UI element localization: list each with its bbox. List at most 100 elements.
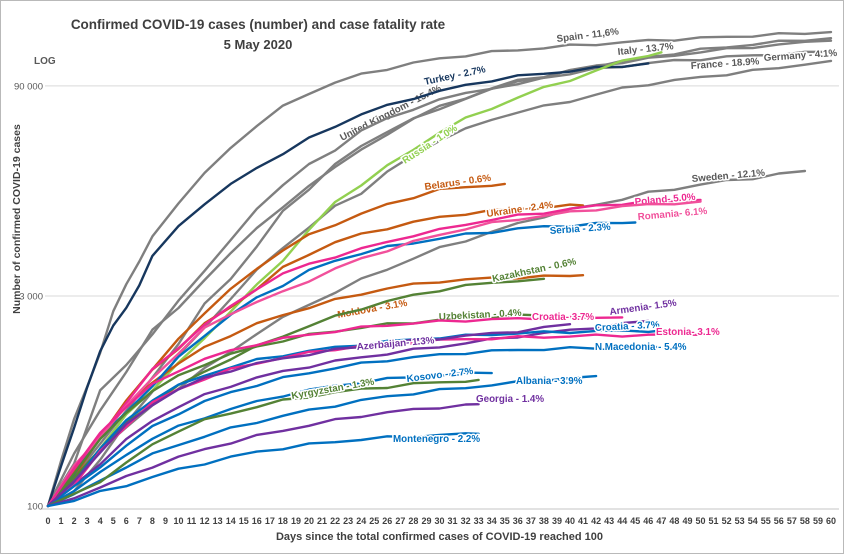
x-axis-tick: 6 xyxy=(124,516,129,526)
series-line-germany xyxy=(46,50,833,508)
title-block: Confirmed COVID-19 cases (number) and ca… xyxy=(63,15,453,52)
x-axis-tick: 48 xyxy=(669,516,679,526)
x-axis-tick: 30 xyxy=(434,516,444,526)
x-axis-tick: 46 xyxy=(643,516,653,526)
x-axis-tick: 45 xyxy=(630,516,640,526)
x-axis-tick: 23 xyxy=(343,516,353,526)
x-axis-tick: 54 xyxy=(748,516,758,526)
series-label-spain: Spain - 11,6% xyxy=(556,26,620,45)
x-axis-tick: 29 xyxy=(421,516,431,526)
x-axis-tick: 16 xyxy=(252,516,262,526)
series-label-sweden: Sweden - 12.1% xyxy=(691,168,765,185)
x-axis-tick: 42 xyxy=(591,516,601,526)
x-axis-tick: 60 xyxy=(826,516,836,526)
x-axis-tick: 13 xyxy=(213,516,223,526)
x-axis-tick: 35 xyxy=(500,516,510,526)
x-axis-tick: 44 xyxy=(617,516,627,526)
x-axis-tick: 4 xyxy=(98,516,103,526)
x-axis-tick: 24 xyxy=(356,516,366,526)
x-axis-tick: 12 xyxy=(200,516,210,526)
x-axis-tick: 11 xyxy=(187,516,197,526)
series-label-n-macedonia: N.Macedonia - 5.4% xyxy=(595,342,687,353)
x-axis-tick: 37 xyxy=(526,516,536,526)
y-axis-tick: 90 000 xyxy=(14,81,43,92)
x-axis-tick: 57 xyxy=(787,516,797,526)
chart-subtitle: 5 May 2020 xyxy=(223,36,293,52)
x-axis-tick: 32 xyxy=(461,516,471,526)
series-line-belarus xyxy=(46,182,506,508)
x-axis-tick: 36 xyxy=(513,516,523,526)
x-axis-tick: 40 xyxy=(565,516,575,526)
x-axis-tick: 22 xyxy=(330,516,340,526)
series-label-croatia-pink: Croatia- 3.7% xyxy=(532,312,594,323)
x-axis-tick: 39 xyxy=(552,516,562,526)
series-label-serbia: Serbia - 2.3% xyxy=(549,222,611,237)
series-label-estonia: Estonia- 3.1% xyxy=(656,327,720,338)
series-label-belarus: Belarus - 0.6% xyxy=(424,173,492,193)
x-axis-tick: 27 xyxy=(395,516,405,526)
chart-title: Confirmed COVID-19 cases (number) and ca… xyxy=(70,17,446,32)
series-line-kosovo xyxy=(46,371,493,508)
series-line-romania xyxy=(46,200,702,508)
x-axis-tick: 20 xyxy=(304,516,314,526)
series-label-croatia-blue: Croatia - 3.7% xyxy=(595,320,661,334)
series-line-azerbaijan xyxy=(46,323,572,508)
x-axis-tick: 49 xyxy=(682,516,692,526)
x-axis-tick: 10 xyxy=(173,516,183,526)
x-axis-tick: 25 xyxy=(369,516,379,526)
x-axis-tick: 9 xyxy=(163,516,168,526)
series-line-turkey xyxy=(46,62,650,508)
series-label-montenegro: Montenegro - 2.2% xyxy=(393,434,480,445)
x-axis-tick: 18 xyxy=(278,516,288,526)
x-axis-tick: 58 xyxy=(800,516,810,526)
series-line-united-kingdom xyxy=(46,37,833,508)
series-label-romania: Romania- 6.1% xyxy=(637,206,708,223)
x-axis-tick: 0 xyxy=(45,516,50,526)
x-axis-tick: 15 xyxy=(239,516,249,526)
x-axis-tick: 56 xyxy=(774,516,784,526)
series-line-croatia-pink xyxy=(46,315,624,508)
series-line-montenegro xyxy=(46,432,480,508)
series-line-kyrgyzstan xyxy=(46,378,480,508)
x-axis-tick: 2 xyxy=(72,516,77,526)
series-line-poland xyxy=(46,198,702,508)
x-axis-tick: 34 xyxy=(487,516,497,526)
series-label-kyrgyzstan: Kyrgyzstan - 1.3% xyxy=(291,377,376,402)
x-axis-tick: 8 xyxy=(150,516,155,526)
y-axis-tick: 100 xyxy=(27,502,43,513)
x-axis-tick: 51 xyxy=(709,516,719,526)
series-line-serbia xyxy=(46,221,637,508)
series-line-albania xyxy=(46,374,598,508)
series-line-uzbekistan xyxy=(46,313,533,508)
series-label-georgia: Georgia - 1.4% xyxy=(476,394,544,405)
x-axis-tick: 33 xyxy=(474,516,484,526)
x-axis-tick: 3 xyxy=(85,516,90,526)
x-axis-tick: 31 xyxy=(448,516,458,526)
x-axis-tick: 53 xyxy=(735,516,745,526)
x-axis-tick: 43 xyxy=(604,516,614,526)
x-axis-tick: 5 xyxy=(111,516,116,526)
x-axis-tick: 19 xyxy=(291,516,301,526)
x-axis-tick: 52 xyxy=(722,516,732,526)
x-axis-tick: 55 xyxy=(761,516,771,526)
x-axis-tick: 26 xyxy=(382,516,392,526)
x-axis-tick: 7 xyxy=(137,516,142,526)
series-line-russia xyxy=(46,51,663,508)
x-axis-tick: 28 xyxy=(408,516,418,526)
y-axis-tick: 3 000 xyxy=(19,291,43,302)
x-axis-tick: 38 xyxy=(539,516,549,526)
series-label-moldova: Moldova - 3.1% xyxy=(337,298,409,321)
log-scale-label: LOG xyxy=(34,56,56,67)
series-label-albania: Albania - 3.9% xyxy=(516,376,583,387)
series-line-n-macedonia xyxy=(46,345,663,508)
series-line-georgia xyxy=(46,403,480,508)
x-axis-tick: 1 xyxy=(59,516,64,526)
x-axis-tick: 17 xyxy=(265,516,275,526)
x-axis-tick: 50 xyxy=(695,516,705,526)
x-axis-tick: 59 xyxy=(813,516,823,526)
series-line-spain xyxy=(46,30,833,508)
series-label-russia: Russia - 1.0% xyxy=(401,123,460,167)
x-axis-tick: 14 xyxy=(226,516,236,526)
